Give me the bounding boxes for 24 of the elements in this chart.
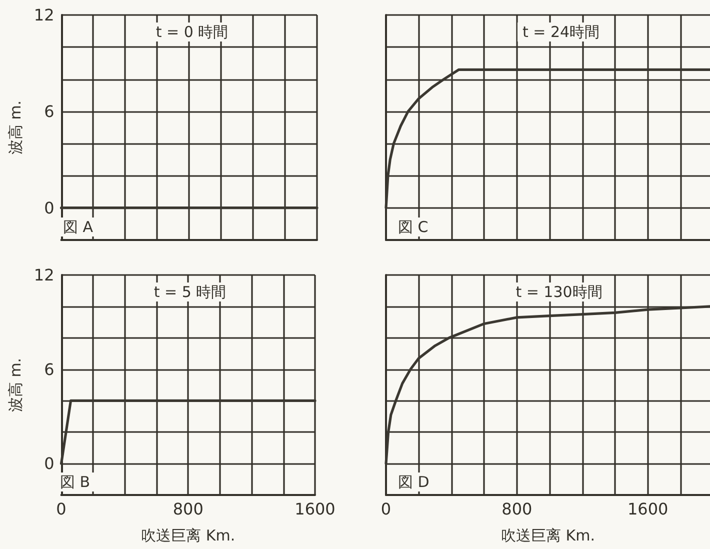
y-tick-label: 0: [44, 198, 54, 218]
annotation: 図 C: [398, 218, 428, 236]
x-axis-title: 吹送巨离 Km.: [141, 526, 236, 544]
text: t = 0 時間: [156, 23, 228, 41]
y-axis-title: 波高 m.: [6, 358, 24, 412]
y-tick-label: 12: [34, 6, 54, 24]
x-tick-label: 1600: [294, 500, 336, 518]
x-tick-label: 800: [502, 500, 532, 518]
y-tick-label: 6: [44, 102, 54, 121]
y-tick-label: 0: [44, 454, 54, 474]
text: t = 24時間: [522, 23, 600, 41]
x-tick-label: 0: [56, 500, 66, 518]
x-tick-label: 1600: [627, 500, 668, 518]
annotation: 図 A: [63, 218, 94, 236]
text: t = 130時間: [516, 283, 602, 301]
y-axis-title: 波高 m.: [6, 100, 24, 155]
x-tick-label: 800: [172, 500, 204, 518]
annotation: 図 D: [398, 473, 430, 491]
x-tick-label: 0: [380, 500, 392, 518]
x-axis-title: 吹送巨离 Km.: [501, 526, 595, 544]
y-tick-label: 12: [34, 266, 54, 284]
y-tick-label: 6: [44, 360, 54, 379]
annotation: 図 B: [60, 473, 90, 491]
text: t = 5 時間: [154, 283, 226, 301]
